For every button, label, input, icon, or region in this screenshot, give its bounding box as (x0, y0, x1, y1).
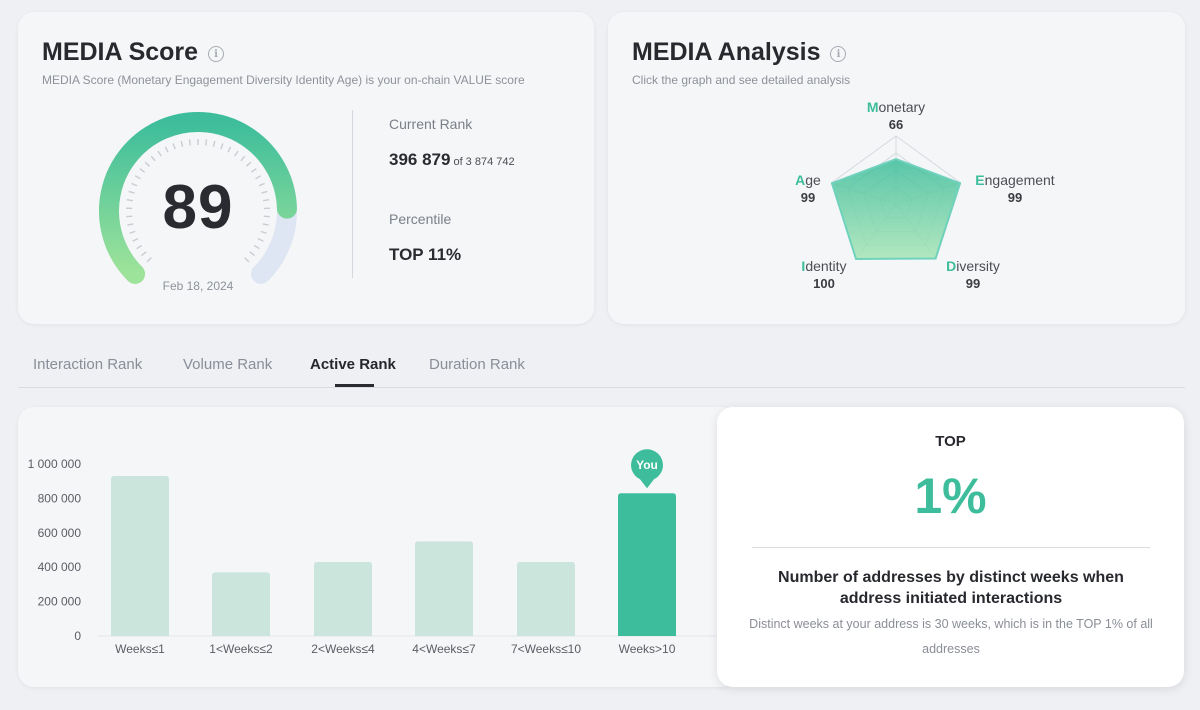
tab-interaction-rank[interactable]: Interaction Rank (33, 356, 143, 373)
percentile-value: TOP 11% (389, 245, 462, 264)
gauge-tick (244, 257, 250, 263)
gauge-tick (249, 251, 255, 257)
radar-chart[interactable] (776, 92, 1016, 292)
active-rank-chart-card: 0 200 000 400 000 600 000 800 000 1 000 000 We… (18, 407, 738, 687)
gauge-tick (126, 199, 133, 202)
media-analysis-subtitle: Click the graph and see detailed analysi… (632, 73, 851, 87)
radar-area[interactable] (830, 158, 962, 261)
you-marker-label: You (636, 458, 658, 472)
y-tick-label: 600 000 (38, 526, 82, 540)
media-score-subtitle: MEDIA Score (Monetary Engagement Diversi… (42, 73, 525, 87)
current-rank-label: Current Rank (389, 116, 473, 132)
gauge-tick (227, 146, 232, 153)
percentile-label: Percentile (389, 211, 452, 227)
gauge-tick (258, 182, 265, 187)
radar-label-diversity[interactable]: Diversity 99 (946, 258, 1000, 291)
radar-label-engagement[interactable]: Engagement 99 (975, 172, 1055, 205)
bar[interactable] (517, 562, 575, 636)
radar-label-age[interactable]: Age 99 (795, 172, 821, 205)
tab-active-rank[interactable]: Active Rank (310, 356, 396, 373)
tab-duration-rank[interactable]: Duration Rank (429, 356, 525, 373)
y-tick-label: 800 000 (38, 491, 82, 505)
current-rank-value: 396 879 of 3 874 742 (389, 150, 515, 170)
tab-volume-rank[interactable]: Volume Rank (183, 356, 273, 373)
bar[interactable] (415, 541, 473, 636)
gauge-tick (136, 244, 143, 250)
score-divider (352, 110, 353, 278)
bar[interactable] (618, 493, 676, 636)
score-date: Feb 18, 2024 (162, 279, 234, 293)
rank-total: of 3 874 742 (453, 156, 515, 168)
gauge-tick (128, 190, 135, 194)
gauge-tick (212, 140, 216, 147)
media-score-title-row: MEDIA Score i (42, 38, 225, 67)
top-title: Number of addresses by distinct weeks wh… (778, 569, 1124, 607)
info-icon[interactable]: i (208, 46, 225, 62)
gauge-tick (131, 182, 138, 187)
media-score-card: MEDIA Score i MEDIA Score (Monetary Enga… (18, 12, 594, 324)
gauge-fill (99, 112, 297, 284)
radar-label-monetary[interactable]: Monetary 66 (866, 99, 926, 132)
x-tick-label: Weeks>10 (619, 642, 676, 656)
bar[interactable] (212, 572, 270, 636)
gauge-tick (262, 223, 269, 226)
gauge-tick (146, 257, 152, 263)
gauge-tick (172, 143, 176, 150)
gauge-tick (205, 139, 208, 146)
gauge-tick (188, 139, 191, 146)
x-tick-label: 1<Weeks≤2 (209, 642, 273, 656)
gauge-tick (157, 150, 162, 157)
gauge-tick (257, 237, 264, 242)
y-tick-label: 200 000 (38, 595, 82, 609)
gauge-tick (144, 161, 151, 167)
gauge-tick (253, 244, 260, 250)
y-tick-label: 0 (74, 629, 81, 643)
top-summary-card: TOP 1% Number of addresses by distinct w… (717, 407, 1184, 687)
score-value: 89 (162, 173, 234, 242)
x-tick-label: 2<Weeks≤4 (311, 642, 375, 656)
radar-label-identity[interactable]: Identity 100 (801, 258, 847, 291)
you-marker (631, 449, 663, 489)
gauge-tick (250, 168, 257, 173)
gauge-tick (150, 155, 156, 162)
gauge-tick (132, 237, 139, 242)
active-rank-bar-chart: 0 200 000 400 000 600 000 800 000 1 000 000 We… (28, 449, 718, 656)
gauge-tick (134, 175, 141, 180)
top-percent-value: 1% (914, 468, 987, 524)
gauge-tick (220, 143, 224, 150)
gauge-tick (234, 150, 239, 157)
gauge-tick (129, 230, 136, 234)
x-tick-label: Weeks≤1 (115, 642, 165, 656)
x-tick-label: 4<Weeks≤7 (412, 642, 476, 656)
gauge-tick (240, 155, 246, 162)
media-score-title: MEDIA Score (42, 38, 199, 66)
top-description: Distinct weeks at your address is 30 wee… (749, 617, 1153, 656)
y-tick-label: 400 000 (38, 560, 82, 574)
top-label: TOP (935, 433, 966, 450)
current-rank-number: 396 879 (389, 150, 451, 169)
gauge-tick (180, 140, 184, 147)
top-divider (752, 547, 1150, 548)
bar[interactable] (111, 476, 169, 636)
bar[interactable] (314, 562, 372, 636)
active-tab-indicator (335, 384, 374, 387)
y-tick-label: 1 000 000 (28, 457, 82, 471)
gauge-tick (139, 168, 146, 173)
gauge-tick (255, 175, 262, 180)
media-analysis-title-row: MEDIA Analysis i (632, 38, 847, 67)
info-icon[interactable]: i (830, 46, 847, 62)
gauge-tick (263, 199, 270, 202)
score-gauge (99, 112, 297, 284)
gauge-tick (260, 230, 267, 234)
gauge-tick (127, 223, 134, 226)
gauge-tick (245, 161, 252, 167)
rank-tabs: Interaction Rank Volume Rank Active Rank… (18, 350, 1185, 388)
media-analysis-card: MEDIA Analysis i Click the graph and see… (608, 12, 1185, 324)
x-tick-label: 7<Weeks≤10 (511, 642, 581, 656)
gauge-tick (261, 190, 268, 194)
gauge-tick (141, 251, 147, 257)
gauge-ticks (126, 139, 270, 263)
media-analysis-title: MEDIA Analysis (632, 38, 821, 66)
gauge-tick (164, 146, 169, 153)
